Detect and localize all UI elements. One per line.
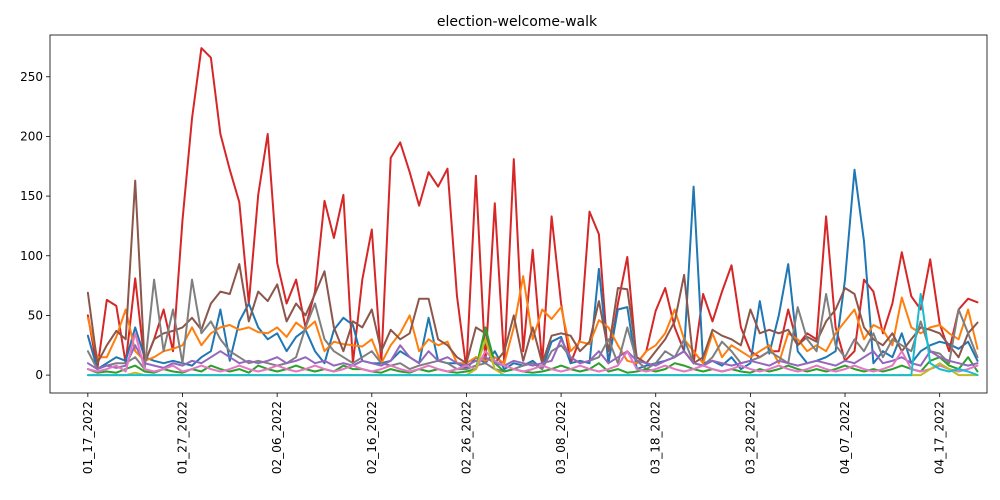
chart-title: election-welcome-walk xyxy=(437,14,598,30)
x-tick-label: 03_18_2022 xyxy=(649,401,663,474)
series-line-1 xyxy=(86,47,979,371)
x-tick-label: 04_17_2022 xyxy=(933,401,947,474)
x-tick-label: 02_16_2022 xyxy=(365,401,379,474)
x-tick-label: 02_26_2022 xyxy=(459,401,473,474)
series-layer xyxy=(86,47,979,377)
y-tick-label: 250 xyxy=(20,70,43,84)
y-tick-label: 0 xyxy=(35,368,43,382)
series-line-5 xyxy=(86,278,979,373)
y-tick-label: 200 xyxy=(20,129,43,143)
series-line-7 xyxy=(86,338,979,371)
y-tick-label: 150 xyxy=(20,189,43,203)
series-line-4 xyxy=(86,179,979,365)
series-line-2 xyxy=(86,168,979,371)
series-line-3 xyxy=(86,275,979,365)
x-tick-label: 02_06_2022 xyxy=(270,401,284,474)
y-tick-label: 50 xyxy=(28,308,43,322)
x-tick-label: 01_17_2022 xyxy=(81,401,95,474)
x-tick-label: 03_08_2022 xyxy=(554,401,568,474)
x-tick-label: 01_27_2022 xyxy=(176,401,190,474)
x-tick-label: 03_28_2022 xyxy=(743,401,757,474)
x-tick-label: 04_07_2022 xyxy=(838,401,852,474)
series-line-8 xyxy=(86,332,979,373)
plot-frame xyxy=(49,34,988,394)
axes-layer: 0 50 100 150 200 250 01_17_2022 01_27_2022 02_06… xyxy=(20,34,988,474)
y-tick-label: 100 xyxy=(20,249,43,263)
series-line-10 xyxy=(86,293,979,377)
